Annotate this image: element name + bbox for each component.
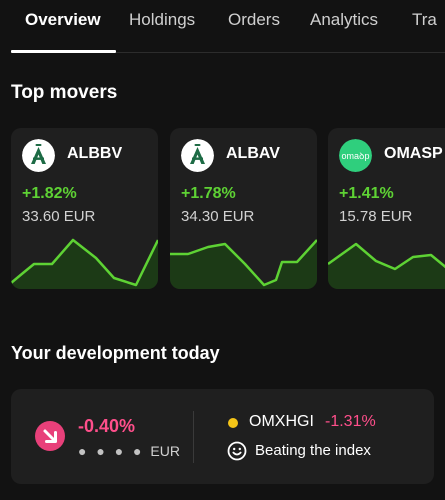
tab-analytics[interactable]: Analytics [310,10,379,29]
change-percent: +1.78% [181,185,236,202]
top-movers-title: Top movers [11,82,118,103]
smiley-icon [227,441,247,461]
omasp-logo-text: omaꝺp [342,151,370,161]
index-change: -1.31% [325,413,376,430]
tab-holdings[interactable]: Holdings [129,10,196,29]
beating-index-label: Beating the index [255,442,371,459]
change-percent: +1.41% [339,185,394,202]
tab-transactions[interactable]: Tra [412,10,437,29]
ticker: ALBAV [226,145,280,162]
sparkline-chart [328,242,445,289]
price: 34.30 EUR [181,208,255,225]
mover-card-omasp[interactable]: omaꝺp OMASP +1.41% 15.78 EUR [328,128,445,289]
development-amount: ● ● ● ● EUR [78,443,180,459]
arrow-down-right-icon [35,421,65,451]
tab-overview[interactable]: Overview [25,10,101,29]
development-title: Your development today [11,343,220,363]
sparkline-chart [170,239,317,289]
index-dot [228,418,238,428]
ticker: OMASP [384,145,443,162]
omasp-logo-icon: omaꝺp [339,139,372,172]
ticker: ALBBV [67,145,123,162]
price: 15.78 EUR [339,208,413,225]
price: 33.60 EUR [22,208,96,225]
currency-label: EUR [150,443,180,459]
change-percent: +1.82% [22,185,77,202]
masked-amount: ● ● ● ● [78,443,145,459]
mover-card-albav[interactable]: ALBAV +1.78% 34.30 EUR [170,128,317,289]
tab-divider [116,52,445,53]
alandsbanken-logo-icon [22,139,55,172]
development-card[interactable]: -0.40% ● ● ● ● EUR OMXHGI -1.31% Beating… [11,389,434,484]
sparkline-chart [11,238,158,289]
tab-orders[interactable]: Orders [228,10,280,29]
index-name: OMXHGI [249,413,314,430]
divider [193,411,194,463]
development-change: -0.40% [78,416,136,436]
mover-card-albbv[interactable]: ALBBV +1.82% 33.60 EUR [11,128,158,289]
tab-bar: Overview Holdings Orders Analytics Tra [0,0,445,54]
alandsbanken-logo-icon [181,139,214,172]
active-tab-indicator [11,50,116,53]
